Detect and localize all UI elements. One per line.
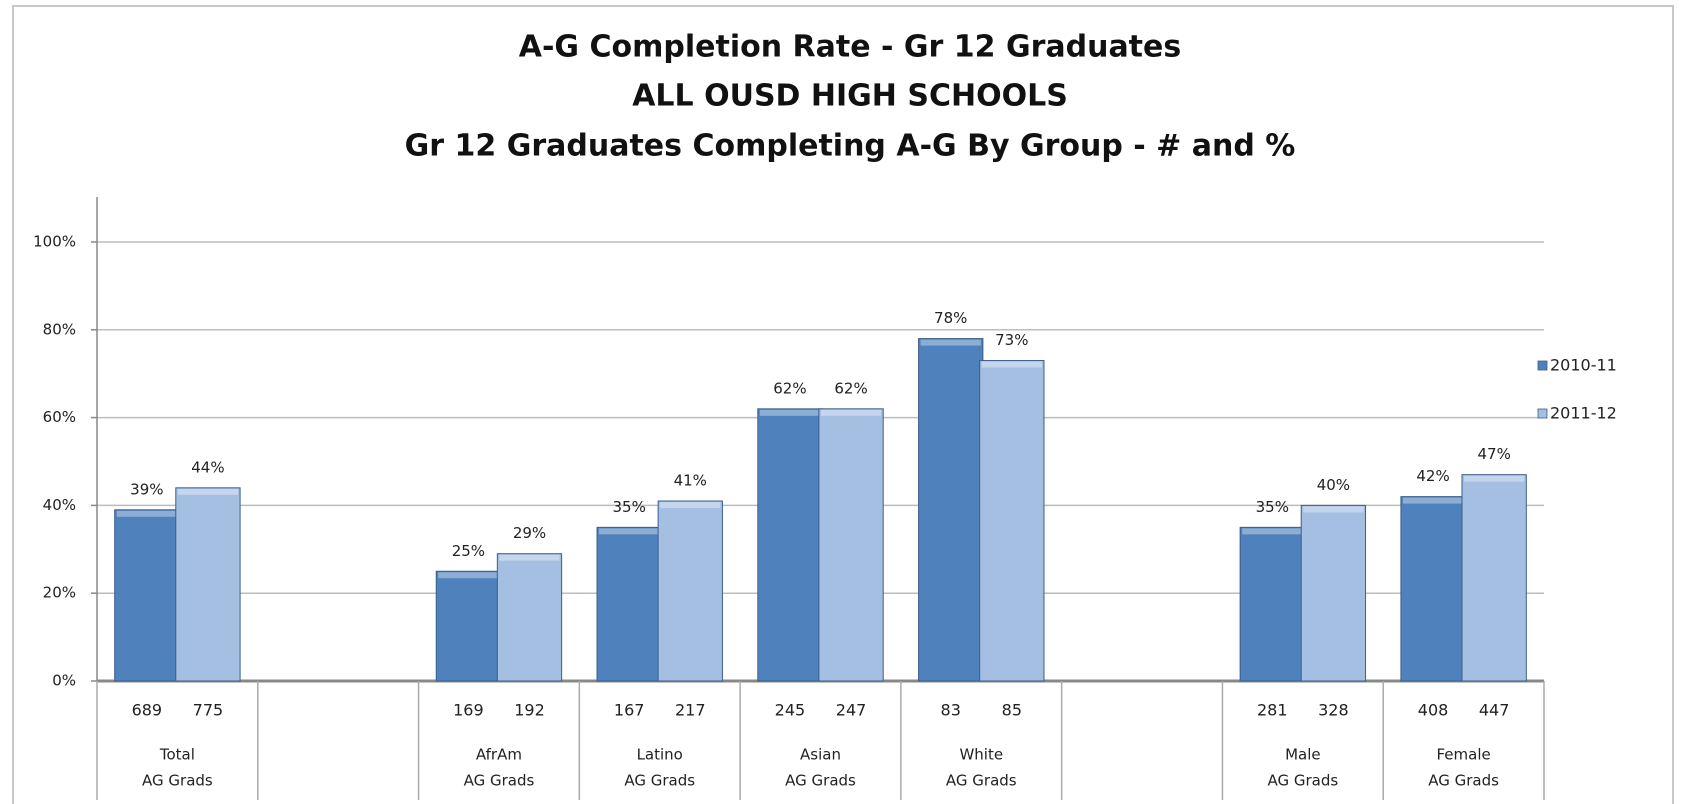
data-label: 35%: [1256, 498, 1289, 516]
x-tick-label: AG Grads: [946, 772, 1017, 790]
data-label: 73%: [995, 331, 1028, 349]
bar-highlight: [1303, 506, 1364, 513]
bar: [1300, 504, 1367, 682]
count-label: 775: [193, 701, 224, 720]
x-tick-label: AG Grads: [1428, 772, 1499, 790]
data-label: 35%: [613, 498, 646, 516]
y-tick-label: 80%: [43, 320, 76, 338]
count-label: 281: [1257, 701, 1288, 720]
bar: [1461, 474, 1527, 682]
count-label: 167: [614, 701, 645, 720]
data-label: 41%: [674, 472, 707, 490]
bar: [979, 360, 1045, 682]
legend-label: 2010-11: [1550, 356, 1617, 375]
chart-frame: [12, 5, 1674, 804]
bar-highlight: [1242, 528, 1303, 535]
bar: [1400, 496, 1466, 682]
data-label: 78%: [934, 309, 967, 327]
legend-swatch: [1537, 360, 1548, 371]
x-tick-label: Female: [1436, 746, 1490, 764]
x-tick-label: Latino: [637, 746, 683, 764]
legend-label: 2011-12: [1550, 404, 1617, 423]
legend-swatch: [1537, 408, 1548, 419]
data-label: 40%: [1317, 476, 1350, 494]
count-label: 169: [453, 701, 484, 720]
bar: [1239, 526, 1305, 682]
bar: [496, 553, 563, 682]
bar: [818, 408, 884, 682]
count-label: 689: [132, 701, 163, 720]
bar-highlight: [660, 502, 721, 509]
data-label: 42%: [1416, 467, 1449, 485]
bar-highlight: [981, 361, 1042, 368]
x-tick-label: Male: [1285, 746, 1321, 764]
count-label: 192: [514, 701, 545, 720]
x-tick-label: AfrAm: [476, 746, 522, 764]
chart-subtitle: Gr 12 Graduates Completing A-G By Group …: [405, 129, 1296, 164]
bar: [435, 570, 502, 682]
bar-highlight: [820, 409, 882, 416]
count-label: 83: [941, 701, 961, 720]
count-label: 447: [1479, 701, 1510, 720]
data-label: 62%: [773, 379, 806, 397]
x-tick-label: AG Grads: [1267, 772, 1338, 790]
bar: [596, 526, 662, 682]
bar-highlight: [1402, 497, 1464, 504]
y-tick-label: 60%: [43, 408, 76, 426]
count-label: 247: [836, 701, 867, 720]
count-label: 245: [775, 701, 806, 720]
bar: [757, 408, 823, 682]
bar-highlight: [499, 554, 560, 561]
y-tick-label: 20%: [43, 584, 76, 602]
y-tick-label: 100%: [33, 233, 76, 251]
x-tick-label: AG Grads: [624, 772, 695, 790]
bar-highlight: [1464, 475, 1525, 482]
bar-highlight: [599, 528, 660, 535]
bar-highlight: [920, 339, 981, 346]
bar: [114, 509, 180, 682]
bar-highlight: [759, 409, 821, 416]
x-tick-label: Asian: [800, 746, 841, 764]
x-tick-label: AG Grads: [785, 772, 856, 790]
data-label: 25%: [452, 542, 485, 560]
y-tick-label: 40%: [43, 496, 76, 514]
count-label: 217: [675, 701, 706, 720]
data-label: 29%: [513, 524, 546, 542]
bar-highlight: [116, 510, 177, 517]
x-tick-label: AG Grads: [464, 772, 535, 790]
bar-highlight: [177, 488, 239, 495]
count-label: 408: [1418, 701, 1449, 720]
data-label: 44%: [191, 458, 224, 476]
bar: [918, 338, 984, 682]
chart-subtitle: ALL OUSD HIGH SCHOOLS: [632, 79, 1068, 114]
count-label: 328: [1318, 701, 1349, 720]
data-label: 39%: [130, 480, 163, 498]
bar: [175, 487, 241, 682]
bar-highlight: [438, 572, 499, 579]
x-tick-label: Total: [159, 746, 195, 764]
data-label: 47%: [1477, 445, 1510, 463]
y-tick-label: 0%: [52, 672, 76, 690]
count-label: 85: [1002, 701, 1022, 720]
chart-title: A-G Completion Rate - Gr 12 Graduates: [519, 30, 1181, 65]
x-tick-label: AG Grads: [142, 772, 213, 790]
x-tick-label: White: [959, 746, 1003, 764]
bar: [657, 500, 723, 682]
data-label: 62%: [834, 379, 867, 397]
